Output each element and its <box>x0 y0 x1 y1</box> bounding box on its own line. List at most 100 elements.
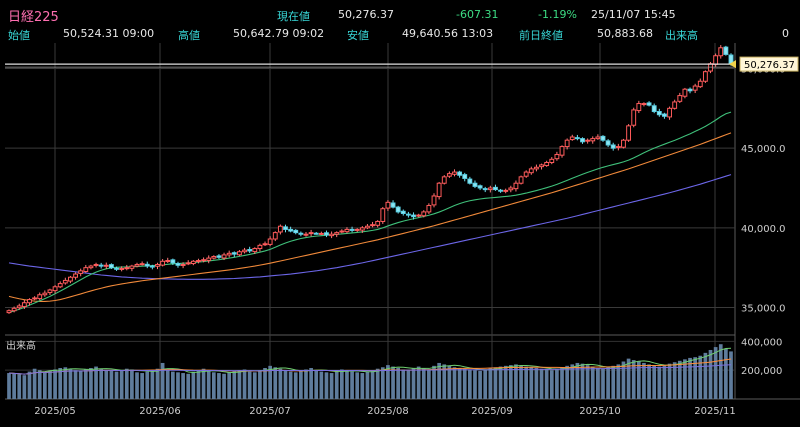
header-row-2: 始値 50,524.31 09:00 高値 50,642.79 09:02 安値… <box>0 25 800 43</box>
volume-bar <box>519 365 523 399</box>
candle-body <box>93 263 99 266</box>
volume-bar <box>329 373 334 399</box>
candle-body <box>103 264 109 267</box>
volume-bar <box>68 368 73 399</box>
candle-body <box>62 279 68 284</box>
candle-body <box>298 232 304 235</box>
volume-bar <box>165 369 170 399</box>
volume-bar <box>483 369 488 399</box>
volume-bar <box>713 347 718 399</box>
volume-bar <box>304 369 308 399</box>
candle-body <box>631 109 637 126</box>
volume-bar <box>462 368 467 399</box>
candle-body <box>196 260 201 262</box>
candle-body <box>395 206 401 213</box>
volume-bar <box>703 352 708 399</box>
open-label: 始値 <box>8 29 30 42</box>
volume-bar <box>683 359 687 399</box>
candle-body <box>124 267 130 270</box>
volume-bar <box>22 375 27 399</box>
candle-body <box>119 267 125 270</box>
volume-bar <box>575 362 580 399</box>
volume-bar <box>17 374 22 399</box>
candle-body <box>452 171 457 175</box>
candle-body <box>508 187 514 191</box>
candle-body <box>421 211 427 217</box>
candle-body <box>144 263 150 267</box>
volume-bar <box>196 370 201 399</box>
candle-body <box>380 208 386 222</box>
volume-bar <box>473 370 477 399</box>
price-tick-label: 45,000.0 <box>741 144 786 155</box>
volume-bar <box>309 368 313 399</box>
volume-bar <box>140 373 144 399</box>
candle-body <box>446 173 452 177</box>
volume-bar <box>493 367 498 399</box>
volume-bar <box>698 355 703 399</box>
candle-body <box>416 214 422 217</box>
volume-bar <box>217 373 221 399</box>
candle-body <box>262 243 268 246</box>
volume-bar <box>391 366 395 399</box>
volume-tick-label: 200,000 <box>741 366 782 377</box>
candle-body <box>702 71 708 82</box>
change-value: -607.31 <box>456 8 499 21</box>
volume-ma-line <box>8 364 732 375</box>
volume-bar <box>534 368 539 399</box>
price-tick-label: 40,000.0 <box>741 224 786 235</box>
candle-body <box>32 297 38 300</box>
candle-body <box>487 187 493 191</box>
candle-body <box>641 103 647 106</box>
candle-body <box>523 171 529 177</box>
candle-body <box>400 210 406 214</box>
candle-body <box>580 138 585 143</box>
candle-body <box>160 260 166 266</box>
volume-bar <box>616 364 621 399</box>
candle-body <box>354 228 360 231</box>
ma-long-line <box>8 174 732 280</box>
candle-body <box>283 226 288 230</box>
volume-bar <box>227 372 232 399</box>
volume-bar <box>160 362 165 399</box>
volume-bar <box>78 370 83 399</box>
volume-bar <box>432 365 436 399</box>
volume-bar <box>647 364 651 399</box>
volume-bar <box>468 369 472 399</box>
volume-bar <box>503 365 508 399</box>
candle-body <box>405 213 411 216</box>
volume-bar <box>447 365 452 399</box>
volume-bar <box>181 373 185 399</box>
candle-body <box>11 307 17 312</box>
candle-body <box>206 257 212 261</box>
candle-body <box>83 267 89 272</box>
month-label: 2025/10 <box>579 406 621 417</box>
volume-bar <box>642 362 646 399</box>
candle-body <box>68 276 73 282</box>
volume-bar <box>345 370 349 399</box>
candle-body <box>221 254 227 259</box>
candle-body <box>170 259 176 264</box>
candle-body <box>390 202 396 208</box>
candle-body <box>185 262 191 265</box>
candle-body <box>590 138 596 142</box>
volume-bar <box>299 370 303 399</box>
volume-bar <box>104 370 109 399</box>
volume-bar <box>580 363 585 399</box>
volume-bar <box>27 371 32 399</box>
candle-body <box>662 113 667 117</box>
current-price-marker <box>729 60 736 69</box>
candle-body <box>426 205 432 213</box>
candle-body <box>513 182 519 190</box>
volume-bar <box>58 368 63 399</box>
volume-bar <box>89 368 93 399</box>
month-label: 2025/11 <box>694 406 736 417</box>
volume-bar <box>365 371 370 399</box>
axis-labels: 35,000.040,000.045,000.050,000.0200,0004… <box>34 56 799 417</box>
volume-bar <box>657 366 662 399</box>
volume-bar <box>524 366 529 399</box>
candle-body <box>569 136 575 141</box>
change-percent: -1.19% <box>538 8 577 21</box>
candle-body <box>344 228 350 233</box>
candle-body <box>667 107 672 118</box>
